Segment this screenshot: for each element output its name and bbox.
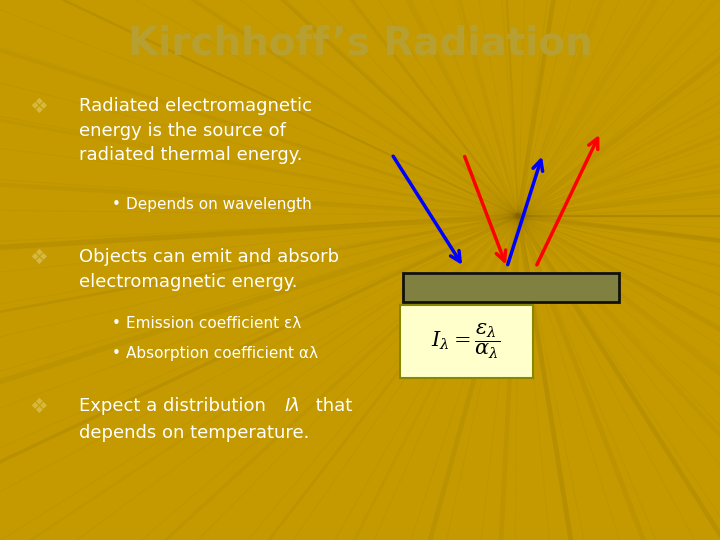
Bar	[403, 273, 619, 302]
Text: Iλ: Iλ	[284, 397, 300, 415]
Bar	[400, 305, 533, 378]
Text: Emission coefficient ελ: Emission coefficient ελ	[126, 316, 301, 331]
Text: •: •	[112, 346, 120, 361]
Text: Kirchhoff’s Radiation: Kirchhoff’s Radiation	[127, 24, 593, 62]
Text: Depends on wavelength: Depends on wavelength	[126, 197, 312, 212]
Text: Absorption coefficient αλ: Absorption coefficient αλ	[126, 346, 318, 361]
Text: depends on temperature.: depends on temperature.	[79, 424, 310, 442]
Text: ❖: ❖	[29, 97, 48, 117]
Text: Radiated electromagnetic
energy is the source of
radiated thermal energy.: Radiated electromagnetic energy is the s…	[79, 97, 312, 164]
Text: ❖: ❖	[29, 397, 48, 417]
Text: ❖: ❖	[29, 248, 48, 268]
Text: Expect a distribution: Expect a distribution	[79, 397, 272, 415]
Text: that: that	[310, 397, 352, 415]
Text: $I_\lambda = \dfrac{\varepsilon_\lambda}{\alpha_\lambda}$: $I_\lambda = \dfrac{\varepsilon_\lambda}…	[431, 322, 501, 361]
Text: •: •	[112, 197, 120, 212]
Text: Objects can emit and absorb
electromagnetic energy.: Objects can emit and absorb electromagne…	[79, 248, 339, 291]
Text: •: •	[112, 316, 120, 331]
